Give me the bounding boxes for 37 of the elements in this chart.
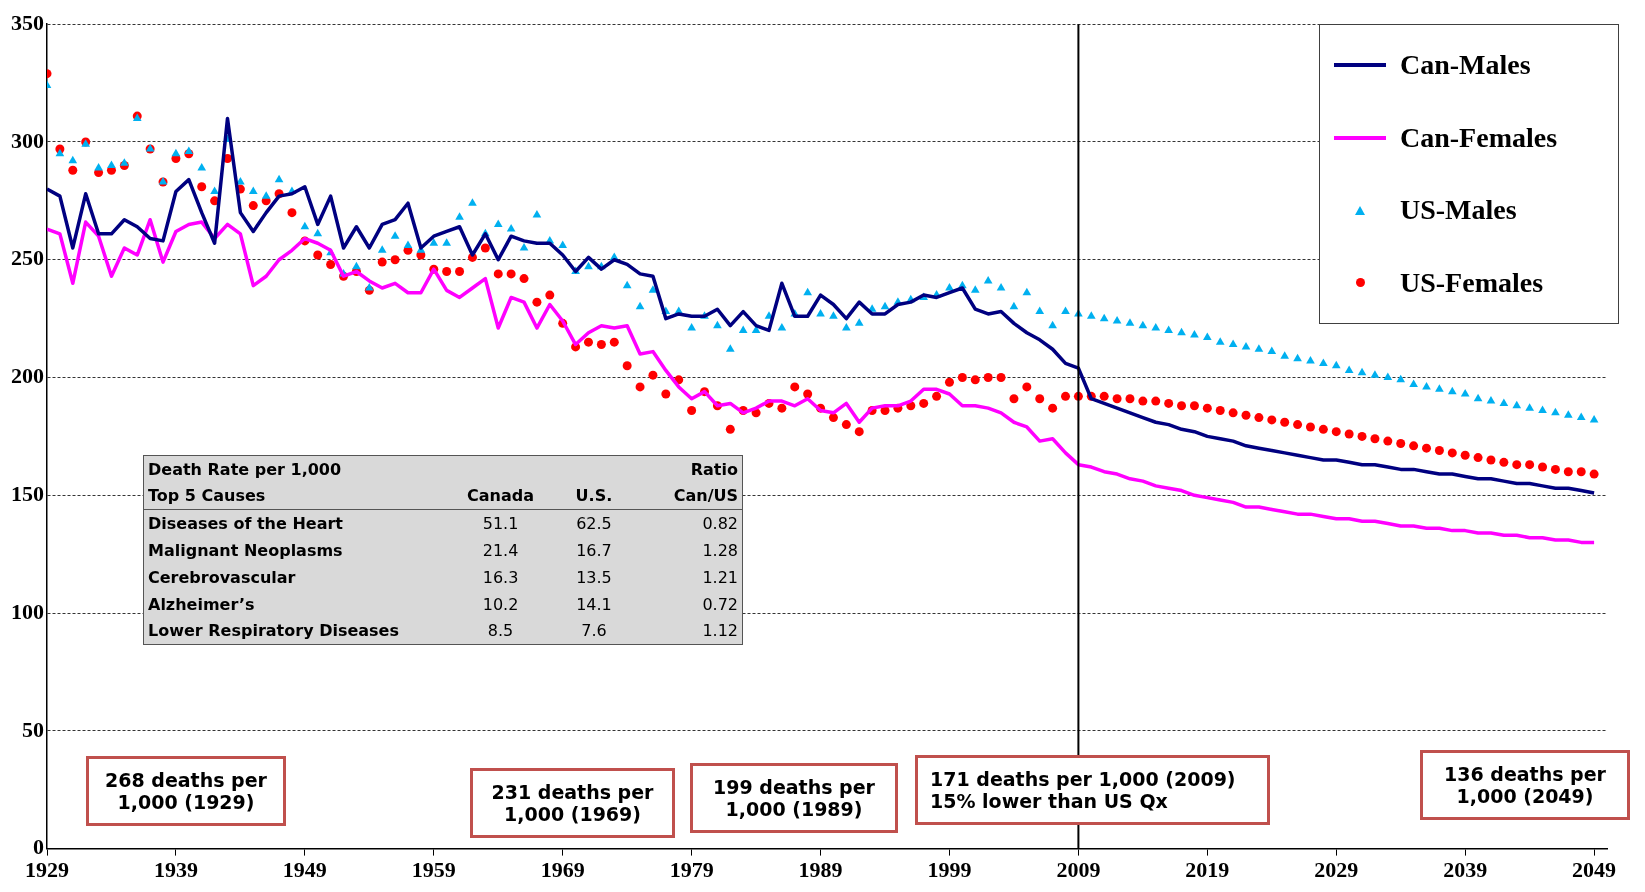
text: Lower Respiratory Diseases 8.5 7.6 1.12 <box>148 621 738 641</box>
y-tick-label: 250 <box>11 245 44 271</box>
annotation: 136 deaths per 1,000 (2049) <box>1420 750 1630 820</box>
x-tick-label: 1929 <box>25 857 69 883</box>
y-tick-label: 50 <box>22 716 44 742</box>
y-tick-label: 150 <box>11 480 44 506</box>
x-tick-label: 1939 <box>153 857 198 883</box>
legend-label: US-Males <box>1400 194 1517 227</box>
annotation: 231 deaths per 1,000 (1969) <box>470 768 675 838</box>
text: Alzheimer’s 10.2 14.1 0.72 <box>148 594 738 614</box>
text: Death Rate per 1,000 Ratio <box>148 459 738 479</box>
legend-label: Can-Females <box>1400 121 1558 154</box>
x-tick-label: 2029 <box>1314 857 1359 883</box>
annotation: 171 deaths per 1,000 (2009) 15% lower than US Qx <box>915 755 1270 825</box>
legend-label: Can-Males <box>1400 49 1531 82</box>
x-tick-label: 1959 <box>411 857 456 883</box>
x-tick-label: 2019 <box>1185 857 1230 883</box>
legend-label: US-Females <box>1400 266 1544 299</box>
y-tick-label: 300 <box>11 127 44 153</box>
y-tick-label: 200 <box>11 363 44 389</box>
x-tick-label: 2009 <box>1056 857 1101 883</box>
x-tick-label: 1989 <box>798 857 843 883</box>
text: Malignant Neoplasms 21.4 16.7 1.28 <box>148 540 738 560</box>
x-tick-label: 1979 <box>669 857 714 883</box>
y-tick-label: 350 <box>11 9 44 35</box>
x-tick-label: 2049 <box>1572 857 1617 883</box>
y-tick-label: 0 <box>33 834 44 860</box>
text: Diseases of the Heart 51.1 62.5 0.82 <box>148 513 738 533</box>
text: Top 5 Causes Canada U.S. Can/US <box>148 486 738 506</box>
y-tick-label: 100 <box>11 598 44 624</box>
x-tick-label: 1999 <box>927 857 972 883</box>
x-tick-label: 2039 <box>1443 857 1488 883</box>
annotation: 199 deaths per 1,000 (1989) <box>690 763 898 833</box>
x-tick-label: 1949 <box>282 857 327 883</box>
text: Cerebrovascular 16.3 13.5 1.21 <box>148 567 738 587</box>
x-tick-label: 1969 <box>540 857 585 883</box>
annotation: 268 deaths per 1,000 (1929) <box>86 756 286 826</box>
